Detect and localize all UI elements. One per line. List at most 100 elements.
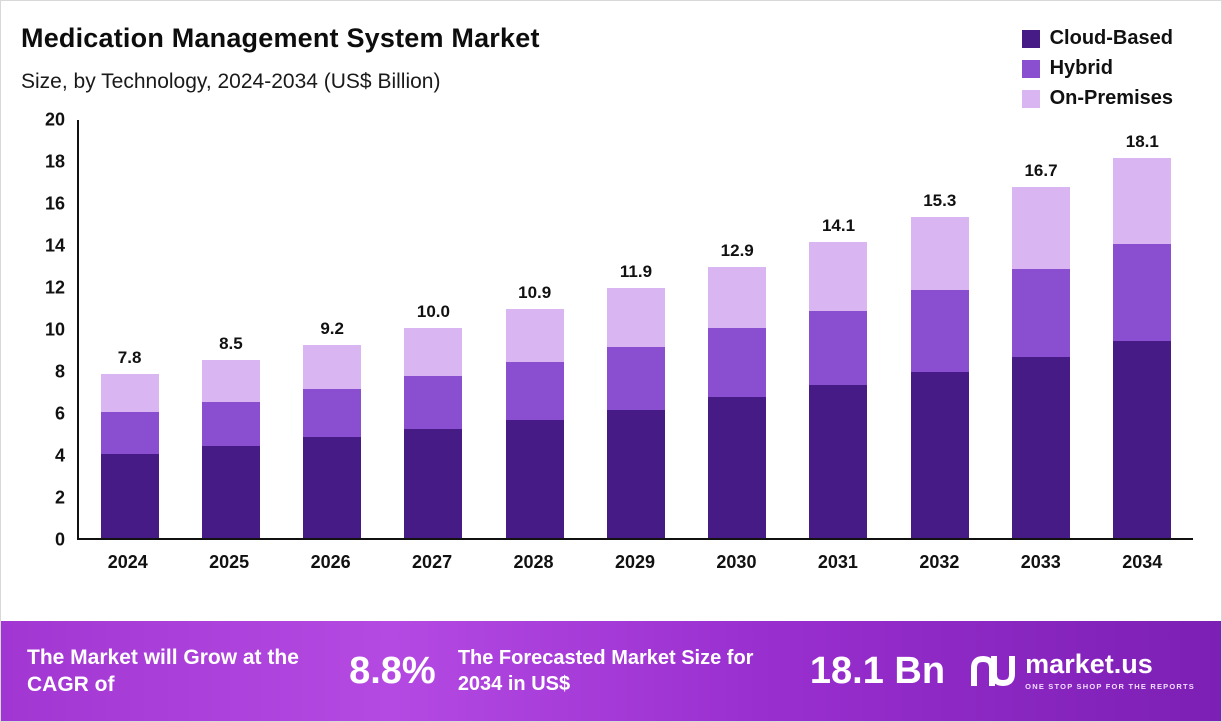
- y-axis: 0 2 4 6 8 10 12 14 16 18 20: [29, 110, 77, 550]
- bar-segment-on-premises: [809, 241, 868, 312]
- bar-2025: 8.5: [201, 118, 260, 538]
- bar-segment-hybrid: [303, 388, 362, 438]
- x-axis-label: 2032: [919, 552, 960, 572]
- bar-segment-on-premises: [505, 309, 564, 362]
- bars-row: 7.8 8.5 9.2 10.0 10.9 11.9 12.9 14.1 15.3 16.7 18.…: [79, 120, 1193, 538]
- legend-label: On-Premises: [1049, 87, 1173, 109]
- x-axis-label: 2030: [716, 552, 757, 572]
- x-axis-label: 2026: [310, 552, 351, 572]
- plot-area: 7.8 8.5 9.2 10.0 10.9 11.9 12.9 14.1 15.3 16.7 18.…: [77, 120, 1193, 540]
- bar-segment-on-premises: [1113, 157, 1172, 245]
- legend-swatch-icon: [1021, 89, 1040, 108]
- bar-total-label: 8.5: [219, 333, 243, 353]
- bar-total-label: 7.8: [117, 348, 142, 368]
- legend-swatch-icon: [1021, 59, 1040, 78]
- chart-area: 0 2 4 6 8 10 12 14 16 18 20 7.8 8.5 9.2 10.0 10.9 11.9 1…: [29, 110, 1193, 573]
- bar-2029: 11.9: [606, 118, 665, 538]
- x-axis-label: 2025: [209, 552, 250, 572]
- marketus-logo: market.us ONE STOP SHOP FOR THE REPORTS: [967, 650, 1195, 692]
- bar-segment-on-premises: [708, 267, 767, 329]
- legend-item-cloud-based: Cloud-Based: [1021, 27, 1173, 50]
- bar-total-label: 12.9: [720, 241, 754, 261]
- bar-segment-on-premises: [606, 288, 665, 347]
- bar-total-label: 16.7: [1024, 161, 1058, 181]
- bar-segment-hybrid: [201, 401, 260, 446]
- x-axis-label: 2024: [107, 552, 148, 572]
- legend-label: Hybrid: [1049, 57, 1113, 79]
- logo-text-block: market.us ONE STOP SHOP FOR THE REPORTS: [1025, 649, 1195, 692]
- bar-segment-cloud-based: [1012, 357, 1071, 538]
- y-axis-label: 14: [44, 235, 65, 256]
- bar-segment-on-premises: [404, 328, 463, 377]
- bar-segment-on-premises: [201, 359, 260, 402]
- bar-segment-cloud-based: [1113, 340, 1172, 538]
- logo-name: market.us: [1025, 649, 1153, 680]
- bar-segment-cloud-based: [910, 372, 969, 538]
- x-axis: 2024 2025 2026 2027 2028 2029 2030 2031 2032 2033…: [77, 552, 1193, 573]
- bar-2024: 7.8: [100, 118, 159, 538]
- bar-segment-cloud-based: [201, 445, 260, 538]
- x-axis-label: 2027: [412, 552, 453, 572]
- bar-total-label: 10.0: [416, 302, 450, 322]
- bar-segment-hybrid: [505, 361, 564, 421]
- bar-2033: 16.7: [1012, 118, 1071, 538]
- y-axis-label: 20: [44, 109, 65, 130]
- bar-2031: 14.1: [809, 118, 868, 538]
- forecast-label: The Forecasted Market Size for 2034 in U…: [457, 647, 754, 696]
- bar-segment-cloud-based: [404, 428, 463, 538]
- bar-segment-hybrid: [404, 376, 463, 429]
- y-axis-label: 18: [44, 151, 65, 172]
- chart-legend: Cloud-Based Hybrid On-Premises: [1021, 27, 1173, 110]
- legend-label: Cloud-Based: [1049, 27, 1173, 49]
- legend-swatch-icon: [1021, 29, 1040, 48]
- bar-segment-hybrid: [910, 290, 969, 373]
- bar-total-label: 9.2: [320, 318, 344, 338]
- chart-card: Medication Management System Market Size…: [1, 1, 1221, 621]
- y-axis-label: 0: [54, 529, 65, 550]
- bar-total-label: 10.9: [518, 283, 552, 303]
- y-axis-label: 12: [44, 277, 65, 298]
- bar-segment-hybrid: [1012, 269, 1071, 358]
- bar-2034: 18.1: [1113, 118, 1172, 538]
- marketus-logo-icon: [971, 656, 1016, 687]
- bar-segment-cloud-based: [100, 454, 159, 538]
- chart-subtitle: Size, by Technology, 2024-2034 (US$ Bill…: [21, 70, 441, 93]
- bar-segment-on-premises: [303, 344, 362, 389]
- y-axis-label: 10: [44, 319, 65, 340]
- forecast-value: 18.1 Bn: [809, 649, 946, 692]
- bar-total-label: 11.9: [619, 262, 653, 282]
- bar-segment-cloud-based: [708, 397, 767, 538]
- logo-tagline: ONE STOP SHOP FOR THE REPORTS: [1025, 682, 1195, 692]
- bar-segment-hybrid: [606, 346, 665, 410]
- x-axis-label: 2033: [1020, 552, 1061, 572]
- bar-total-label: 18.1: [1125, 131, 1159, 151]
- x-axis-label: 2028: [513, 552, 554, 572]
- bar-segment-hybrid: [100, 412, 159, 454]
- bar-2026: 9.2: [303, 118, 362, 538]
- x-axis-label: 2034: [1122, 552, 1163, 572]
- x-axis-label: 2031: [817, 552, 858, 572]
- bar-2032: 15.3: [910, 118, 969, 538]
- plot-column: 7.8 8.5 9.2 10.0 10.9 11.9 12.9 14.1 15.3 16.7 18.…: [77, 120, 1193, 573]
- bar-segment-hybrid: [708, 328, 767, 398]
- bar-segment-hybrid: [809, 311, 868, 385]
- bar-segment-cloud-based: [505, 420, 564, 538]
- bar-total-label: 15.3: [923, 190, 957, 210]
- legend-item-on-premises: On-Premises: [1021, 87, 1173, 110]
- bar-segment-cloud-based: [606, 409, 665, 538]
- y-axis-label: 8: [54, 361, 65, 382]
- bar-segment-cloud-based: [809, 384, 868, 538]
- legend-item-hybrid: Hybrid: [1021, 57, 1173, 80]
- y-axis-label: 4: [54, 445, 65, 466]
- bar-2027: 10.0: [404, 118, 463, 538]
- bar-segment-hybrid: [1113, 244, 1172, 341]
- bar-segment-cloud-based: [303, 437, 362, 538]
- y-axis-label: 2: [54, 487, 65, 508]
- cagr-value: 8.8%: [349, 649, 436, 692]
- bar-2028: 10.9: [505, 118, 564, 538]
- bar-total-label: 14.1: [821, 215, 856, 235]
- x-axis-label: 2029: [614, 552, 655, 572]
- chart-title: Medication Management System Market: [21, 23, 540, 53]
- y-axis-label: 6: [54, 403, 65, 424]
- bar-segment-on-premises: [1012, 187, 1071, 270]
